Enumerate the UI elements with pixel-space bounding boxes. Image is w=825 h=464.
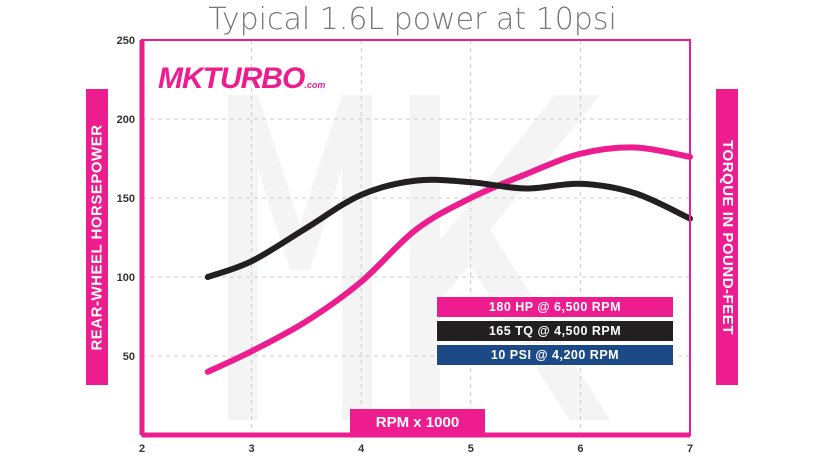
- series-line-hp: [204, 144, 693, 375]
- x-axis-label: RPM x 1000: [350, 409, 485, 435]
- series-layer: [204, 144, 693, 375]
- x-tick-label: 6: [577, 443, 583, 455]
- x-tick-label: 3: [249, 443, 255, 455]
- tick-labels: 50 100 150 200 250 2 3 4 5 6 7: [117, 35, 693, 455]
- watermark-mk: [228, 95, 610, 420]
- legend-tq: 165 TQ @ 4,500 RPM: [436, 320, 674, 342]
- y-tick-label: 200: [117, 114, 135, 126]
- y-axis-label-left: REAR-WHEEL HORSEPOWER: [86, 89, 108, 385]
- y-tick-label: 50: [123, 351, 135, 363]
- x-tick-label: 4: [358, 443, 365, 455]
- plot-frame: [139, 39, 691, 438]
- y-axis-label-right: TORQUE IN POUND-FEET: [716, 89, 738, 385]
- legend-psi: 10 PSI @ 4,200 RPM: [436, 344, 674, 366]
- chart-title: Typical 1.6L power at 10psi: [208, 2, 617, 37]
- mkturbo-logo: MKTURBO.com: [158, 62, 326, 95]
- series-line-torque: [204, 176, 693, 280]
- y-tick-label: 250: [117, 35, 135, 47]
- x-tick-label: 5: [468, 443, 474, 455]
- y-tick-label: 100: [117, 272, 135, 284]
- x-tick-label: 2: [139, 443, 145, 455]
- x-tick-label: 7: [687, 443, 693, 455]
- y-tick-label: 150: [117, 193, 135, 205]
- legend-hp: 180 HP @ 6,500 RPM: [436, 296, 674, 318]
